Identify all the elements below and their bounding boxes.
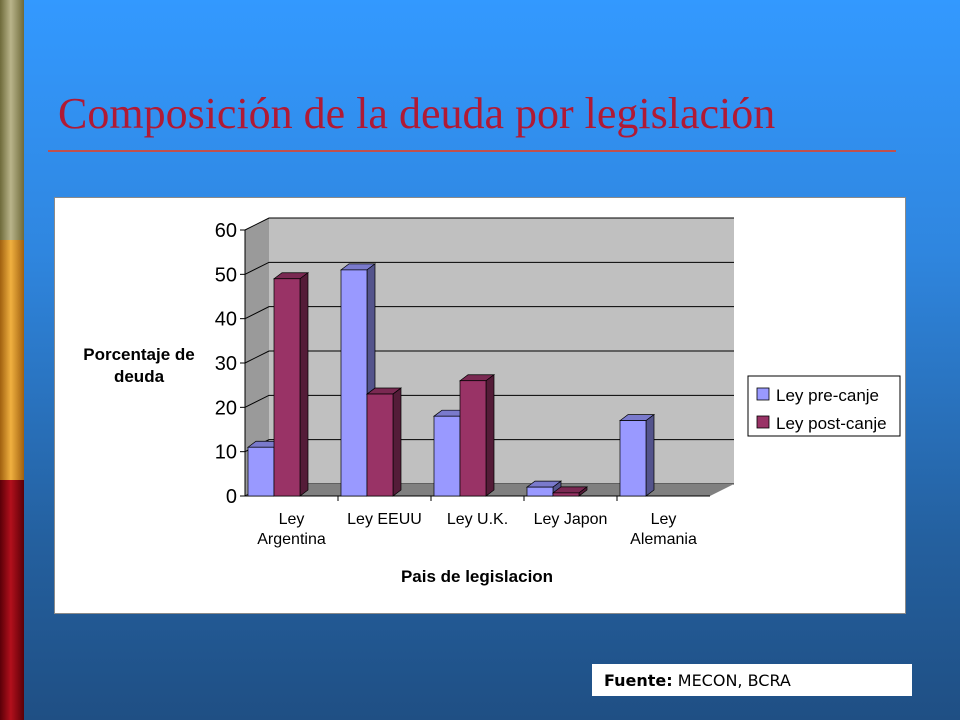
legend-swatch <box>756 415 770 429</box>
x-axis-title: Pais de legislacion <box>401 567 553 586</box>
decorative-sidebar <box>0 0 24 720</box>
x-tick-label: Ley <box>279 511 305 528</box>
bar-post-canje <box>366 393 394 497</box>
bar-pre-canje <box>526 486 554 497</box>
x-tick-label: Alemania <box>630 531 697 548</box>
gridline <box>244 394 734 408</box>
bar-side <box>392 387 402 497</box>
legend-label: Ley post-canje <box>776 414 887 433</box>
gridline <box>244 217 734 231</box>
title-underline <box>48 150 896 152</box>
x-tick-label: Ley Japon <box>534 511 608 528</box>
source-box: Fuente: MECON, BCRA <box>592 664 912 696</box>
bar-pre-canje <box>247 446 275 497</box>
bar-pre-canje <box>433 415 461 497</box>
x-tick-label: Argentina <box>257 531 326 548</box>
sidebar-segment-orange <box>0 240 24 480</box>
y-axis-title: Porcentaje de <box>83 345 195 364</box>
y-tick-label: 40 <box>215 309 237 331</box>
x-tick-label: Ley <box>651 511 677 528</box>
slide-title: Composición de la deuda por legislación <box>58 89 776 138</box>
y-tick-label: 0 <box>226 486 237 508</box>
source-label: Fuente: <box>604 671 673 690</box>
y-tick-label: 30 <box>215 353 237 375</box>
y-tick-label: 60 <box>215 220 237 242</box>
bar-pre-canje <box>340 269 368 497</box>
bar-chart: 0 10 20 30 40 50 60 Ley Argentina Ley EEUU Ley U.K… <box>83 217 901 586</box>
bar-post-canje <box>459 380 487 497</box>
legend-box <box>747 375 901 437</box>
chart-area: 0 10 20 30 40 50 60 Ley Argentina Ley EEUU Ley U.K… <box>54 197 906 614</box>
gridline <box>244 350 734 364</box>
legend-swatch <box>756 387 770 401</box>
y-tick-label: 50 <box>215 264 237 286</box>
bar-post-canje <box>273 278 301 497</box>
y-tick-label: 10 <box>215 442 237 464</box>
bar-post-canje <box>552 492 580 497</box>
bar-pre-canje <box>619 420 647 497</box>
bar-side <box>645 413 655 497</box>
gridline <box>244 306 734 320</box>
source-text: MECON, BCRA <box>677 671 791 690</box>
sidebar-segment-red <box>0 480 24 720</box>
y-axis-title: deuda <box>114 367 165 386</box>
x-tick-label: Ley EEUU <box>347 511 422 528</box>
legend-label: Ley pre-canje <box>776 386 879 405</box>
sidebar-segment-olive <box>0 0 24 240</box>
x-tick-label: Ley U.K. <box>447 511 508 528</box>
gridline <box>244 261 734 275</box>
bar-side <box>485 374 495 497</box>
y-tick-label: 20 <box>215 397 237 419</box>
bar-side <box>299 272 309 497</box>
